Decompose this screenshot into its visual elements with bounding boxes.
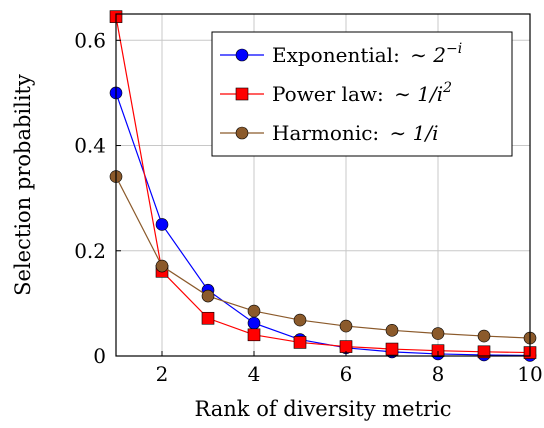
x-tick-label: 2: [156, 362, 169, 386]
harmonic-point-marker: [201, 289, 215, 303]
exponential-point-marker: [155, 218, 169, 231]
legend-label-harmonic: Harmonic: ∼ 1/i: [272, 121, 439, 145]
y-tick-label: 0.4: [74, 134, 106, 158]
y-tick-label: 0: [93, 344, 106, 368]
legend-label-power-law: Power law: ∼ 1/i2: [272, 80, 452, 106]
legend-entry-power-law: Power law: ∼ 1/i2: [220, 80, 452, 106]
power-law-point-marker: [477, 345, 491, 359]
harmonic-point-marker: [339, 319, 353, 333]
harmonic-line: [115, 176, 531, 339]
legend-harmonic-marker: [235, 126, 249, 140]
harmonic-point-marker: [431, 327, 445, 340]
power-law-line: [115, 16, 531, 354]
harmonic-point-marker: [477, 329, 491, 343]
tick-labels: 2 4 6 8 10 0 0.2 0.4 0.6: [74, 28, 543, 386]
legend-entry-exponential: Exponential: ∼ 2−i: [220, 41, 462, 67]
x-tick-label: 8: [432, 362, 445, 386]
x-axis-label: Rank of diversity metric: [194, 397, 451, 421]
series-layer: [109, 10, 537, 362]
legend-exponential-marker: [235, 48, 249, 62]
y-tick-label: 0.6: [74, 28, 106, 52]
harmonic-series: [109, 170, 537, 345]
harmonic-point-marker: [247, 304, 261, 318]
power-law-point-marker: [247, 328, 261, 342]
power-law-point-marker: [431, 344, 445, 357]
exponential-line: [115, 92, 531, 357]
plot-frame: [115, 13, 531, 357]
legend-power-law-marker: [235, 87, 249, 101]
power-law-point-marker: [385, 342, 399, 356]
power-law-point-marker: [201, 311, 215, 325]
legend-label-exponential: Exponential: ∼ 2−i: [272, 41, 462, 67]
y-axis-label: Selection probability: [11, 74, 35, 296]
x-tick-label: 10: [517, 362, 542, 386]
power-law-point-marker: [293, 336, 307, 349]
exponential-point-marker: [247, 316, 261, 330]
harmonic-point-marker: [293, 313, 307, 327]
power-law-point-marker: [339, 340, 353, 353]
harmonic-point-marker: [155, 259, 169, 273]
legend-entry-harmonic: Harmonic: ∼ 1/i: [220, 121, 439, 145]
legend: Exponential: ∼ 2−i Power law: ∼ 1/i2 Harmo…: [211, 31, 513, 157]
y-tick-label: 0.2: [74, 239, 106, 263]
harmonic-point-marker: [385, 324, 399, 337]
x-tick-label: 4: [248, 362, 261, 386]
x-tick-label: 6: [340, 362, 353, 386]
